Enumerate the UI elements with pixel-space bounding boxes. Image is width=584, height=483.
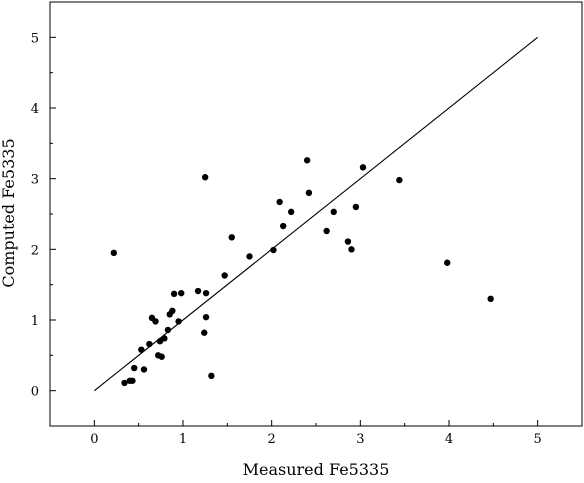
data-point [110,249,118,257]
data-point [487,295,494,302]
x-tick-label: 5 [534,432,542,447]
data-point [138,346,145,353]
x-tick-label: 0 [90,432,98,447]
y-tick-label: 1 [31,314,39,329]
data-point [140,366,148,373]
y-axis: 0 1 2 3 4 5 [31,31,56,427]
data-point [396,176,403,184]
data-point [305,189,313,196]
x-tick-label: 2 [268,432,276,447]
data-points [110,157,494,387]
data-point [444,259,451,266]
data-point [279,222,287,230]
data-point [175,318,182,325]
data-point [352,203,360,211]
x-tick-label: 4 [445,432,453,447]
data-point [201,174,209,181]
data-point [221,272,228,279]
data-point [194,287,202,295]
data-point [178,289,185,297]
y-tick-label: 0 [31,385,39,400]
data-point [131,364,138,372]
data-point [161,335,168,342]
y-tick-label: 4 [31,102,39,117]
data-point [202,289,210,297]
x-axis: 0 1 2 3 4 5 [49,420,583,447]
data-point [359,164,367,171]
data-point [246,253,253,260]
data-point [276,198,283,206]
data-point [164,326,172,334]
y-tick-label: 2 [31,243,39,258]
data-point [152,318,159,325]
y-tick-label: 3 [31,173,39,188]
data-point [303,157,311,164]
data-point [323,227,330,235]
x-axis-label: Measured Fe5335 [243,460,390,479]
x-tick-label: 1 [179,432,187,447]
data-point [208,372,215,380]
data-point [169,307,176,315]
data-point [121,379,128,387]
reference-line-group [93,36,539,392]
data-point [270,246,277,254]
x-tick-label: 3 [356,432,364,447]
data-point [228,234,235,241]
data-point [287,208,295,216]
reference-line [93,36,539,392]
data-point [330,208,337,216]
data-point [202,313,210,321]
data-point [170,290,178,298]
data-point [146,340,153,348]
y-axis-label: Computed Fe5335 [0,138,18,287]
data-point [158,353,165,360]
data-point [344,238,352,245]
data-point [348,246,355,253]
y-tick-label: 5 [31,31,39,46]
data-point [201,329,208,336]
data-point [129,377,136,384]
